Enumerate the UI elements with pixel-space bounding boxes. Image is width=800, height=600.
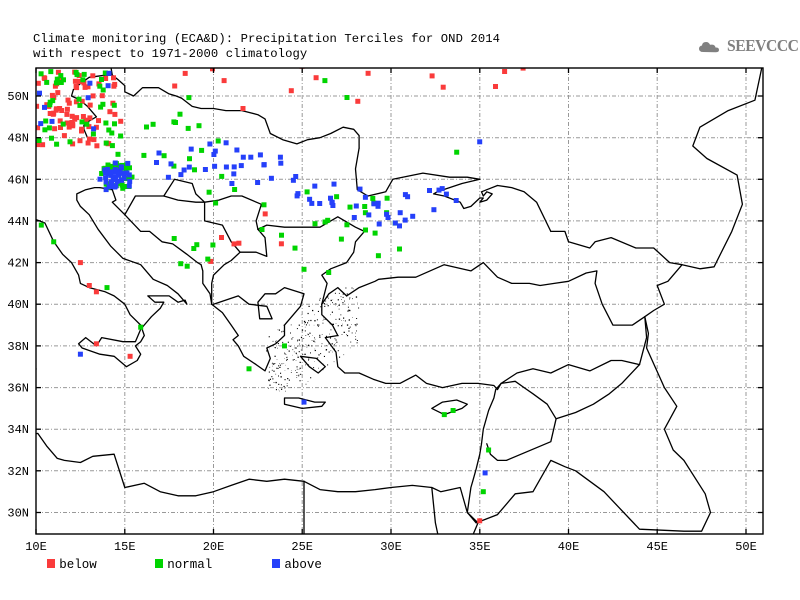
- svg-text:48N: 48N: [7, 132, 29, 146]
- svg-text:25E: 25E: [291, 540, 313, 554]
- svg-text:38N: 38N: [7, 340, 29, 354]
- svg-text:36N: 36N: [7, 382, 29, 396]
- svg-text:30E: 30E: [380, 540, 402, 554]
- svg-text:35E: 35E: [469, 540, 491, 554]
- svg-text:10E: 10E: [25, 540, 47, 554]
- svg-text:40E: 40E: [558, 540, 580, 554]
- svg-text:50E: 50E: [735, 540, 757, 554]
- svg-text:44N: 44N: [7, 215, 29, 229]
- svg-text:32N: 32N: [7, 465, 29, 479]
- svg-text:50N: 50N: [7, 90, 29, 104]
- svg-text:34N: 34N: [7, 423, 29, 437]
- svg-text:45E: 45E: [646, 540, 668, 554]
- svg-text:42N: 42N: [7, 257, 29, 271]
- svg-text:20E: 20E: [203, 540, 225, 554]
- svg-text:40N: 40N: [7, 298, 29, 312]
- svg-text:15E: 15E: [114, 540, 136, 554]
- svg-text:30N: 30N: [7, 507, 29, 521]
- svg-text:46N: 46N: [7, 173, 29, 187]
